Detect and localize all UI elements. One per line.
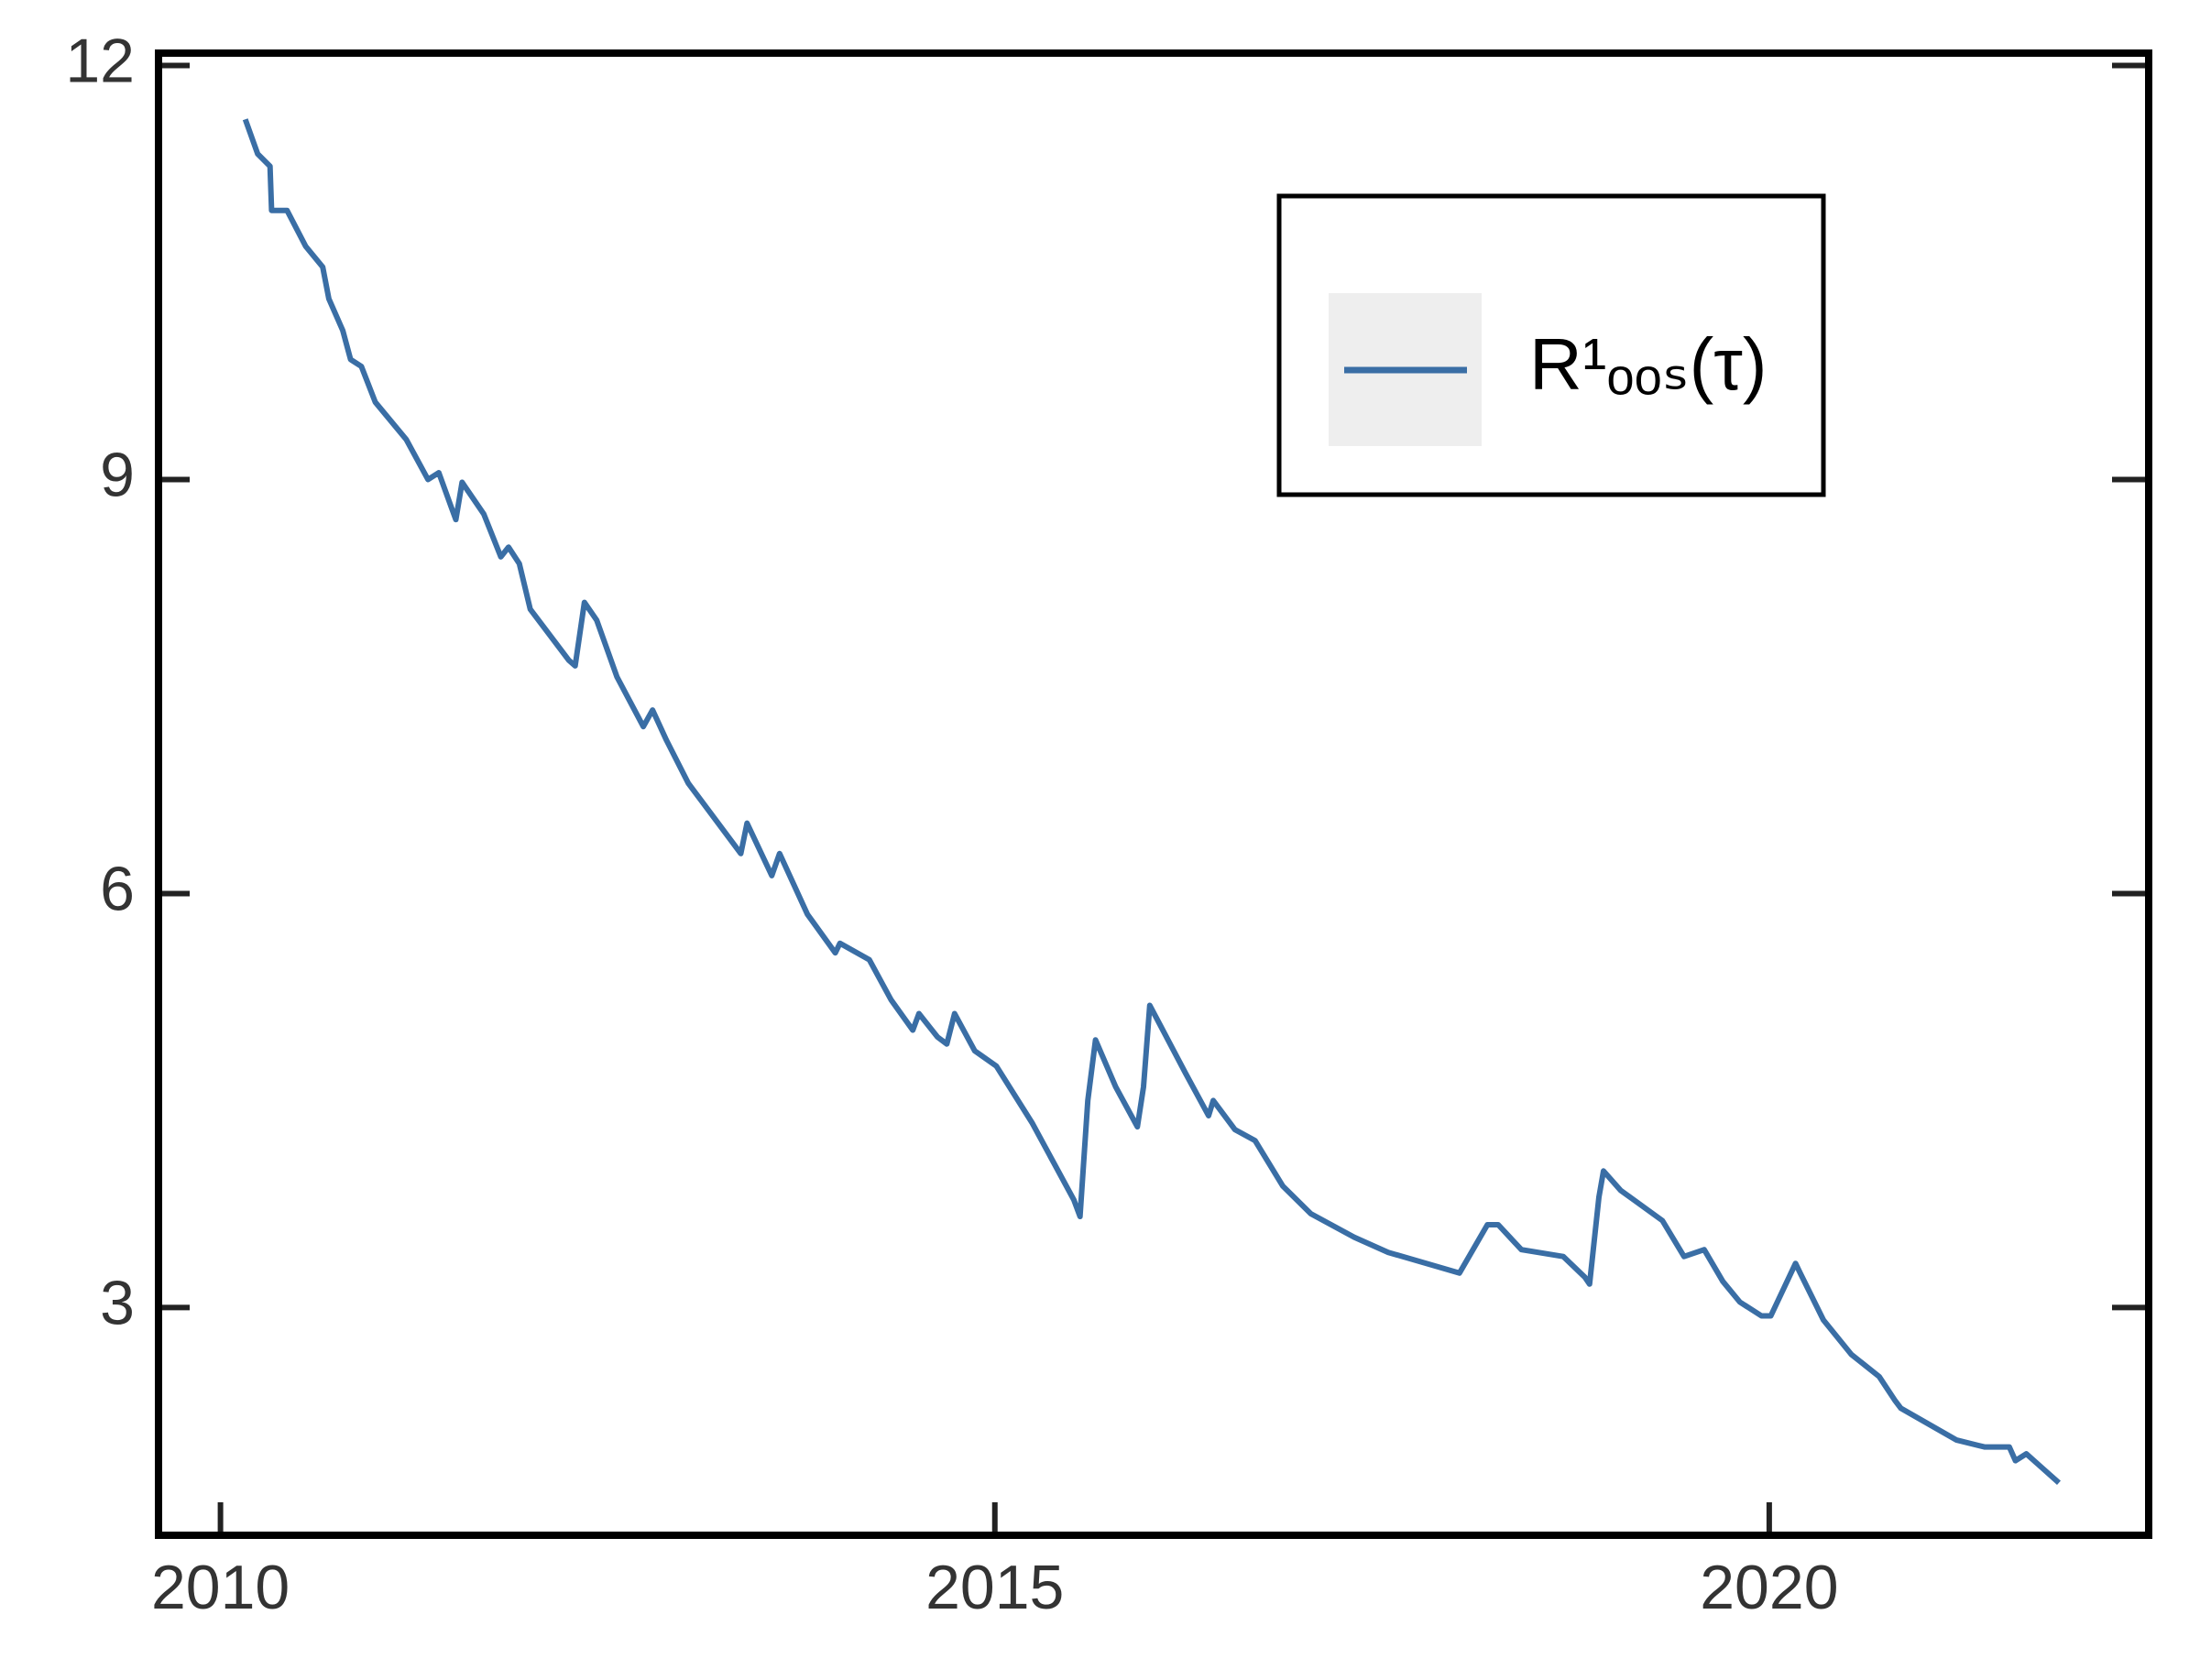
legend-label: R¹ₒₒₛ(τ) [1529, 323, 1768, 405]
x-tick-label: 2010 [151, 1553, 290, 1622]
y-tick-label: 6 [100, 854, 135, 923]
x-tick-label: 2015 [925, 1553, 1064, 1622]
x-tick-label: 2020 [1700, 1553, 1838, 1622]
plot-frame [155, 49, 2152, 1539]
y-tick-label: 3 [100, 1268, 135, 1337]
y-tick-label: 12 [65, 27, 135, 96]
y-tick-label: 9 [100, 440, 135, 509]
data-line [242, 118, 2061, 1486]
